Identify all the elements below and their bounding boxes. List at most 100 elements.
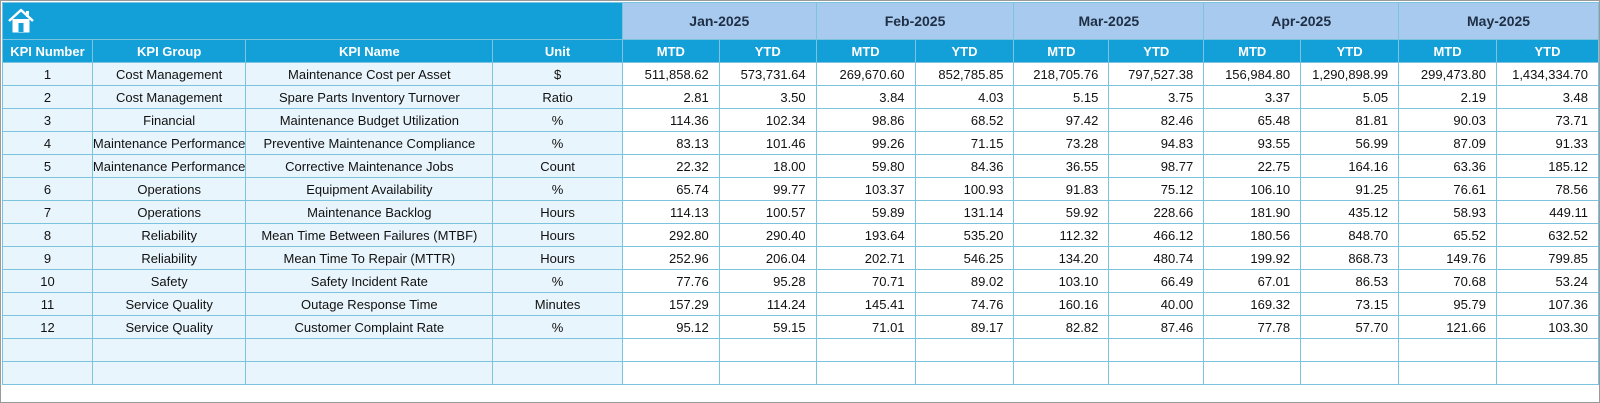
- value-cell: 3.84: [815, 85, 916, 109]
- value-cell: 185.12: [1495, 154, 1600, 178]
- value-cell: 202.71: [815, 246, 916, 270]
- label-cell-text: %: [551, 319, 564, 335]
- table-row: 8 Reliability Mean Time Between Failures (…: [2, 223, 1600, 247]
- value-cell: 82.82: [1013, 315, 1110, 339]
- value-cell-text: 75.12: [1160, 181, 1194, 197]
- period-header: YTD: [1108, 39, 1205, 63]
- label-cell-text: 11: [40, 296, 55, 312]
- label-cell-text: Mean Time Between Failures (MTBF): [261, 227, 478, 243]
- label-cell: Maintenance Performance: [91, 154, 247, 178]
- value-cell-text: 76.61: [1453, 181, 1486, 197]
- value-cell: 75.12: [1108, 177, 1205, 201]
- value-cell-text: 185.12: [1548, 158, 1588, 174]
- value-cell: 71.15: [914, 131, 1015, 155]
- label-cell: Customer Complaint Rate: [245, 315, 494, 339]
- value-cell: 65.74: [621, 177, 720, 201]
- column-header: KPI Group: [91, 39, 247, 63]
- column-header: KPI Number: [2, 39, 93, 63]
- label-cell: Equipment Availability: [245, 177, 494, 201]
- value-cell-text: 22.75: [1257, 158, 1291, 174]
- value-cell: 59.92: [1013, 200, 1110, 224]
- value-cell: 114.13: [621, 200, 720, 224]
- label-cell: Mean Time To Repair (MTTR): [245, 246, 494, 270]
- home-icon[interactable]: [6, 6, 36, 36]
- value-cell-text: 95.79: [1453, 296, 1486, 312]
- label-cell-text: 3: [43, 112, 52, 128]
- value-cell: 145.41: [815, 292, 916, 316]
- value-cell-text: 106.10: [1250, 181, 1291, 197]
- label-cell: %: [492, 269, 623, 293]
- period-header-text: MTD: [656, 43, 685, 59]
- value-cell: 73.71: [1495, 108, 1600, 132]
- month-header: May-2025: [1398, 2, 1599, 40]
- value-cell-text: 99.26: [872, 135, 905, 151]
- label-cell: Reliability: [91, 223, 247, 247]
- value-cell-text: 5.05: [1362, 89, 1389, 105]
- label-cell: Maintenance Backlog: [245, 200, 494, 224]
- value-cell-text: 852,785.85: [938, 66, 1004, 82]
- empty-cell: [1398, 338, 1497, 362]
- value-cell: 100.93: [914, 177, 1015, 201]
- label-cell-text: 7: [43, 204, 52, 220]
- value-cell-text: 97.42: [1065, 112, 1099, 128]
- value-cell: 292.80: [621, 223, 720, 247]
- value-cell: 299,473.80: [1398, 62, 1497, 86]
- value-cell-text: 36.55: [1065, 158, 1099, 174]
- value-cell: 63.36: [1398, 154, 1497, 178]
- empty-cell: [914, 338, 1015, 362]
- value-cell: 18.00: [718, 154, 817, 178]
- month-header-text: Feb-2025: [884, 13, 946, 29]
- label-cell-text: Operations: [137, 204, 201, 220]
- value-cell-text: 3.37: [1264, 89, 1291, 105]
- value-cell: 91.25: [1300, 177, 1400, 201]
- value-cell: 193.64: [815, 223, 916, 247]
- label-cell: 2: [2, 85, 93, 109]
- value-cell: 78.56: [1495, 177, 1600, 201]
- value-cell: 149.76: [1398, 246, 1497, 270]
- empty-cell: [718, 338, 817, 362]
- value-cell-text: 511,858.62: [644, 66, 709, 82]
- value-cell: 156,984.80: [1203, 62, 1302, 86]
- label-cell-text: Safety Incident Rate: [310, 273, 428, 289]
- value-cell-text: 65.48: [1257, 112, 1291, 128]
- value-cell: 22.75: [1203, 154, 1302, 178]
- column-header: Unit: [492, 39, 623, 63]
- value-cell: 107.36: [1495, 292, 1600, 316]
- label-cell-text: Reliability: [141, 250, 197, 266]
- label-cell: 1: [2, 62, 93, 86]
- label-cell: Minutes: [492, 292, 623, 316]
- value-cell-text: 3.48: [1562, 89, 1588, 105]
- value-cell: 73.28: [1013, 131, 1110, 155]
- label-cell-text: Ratio: [542, 89, 573, 105]
- value-cell-text: 73.71: [1555, 112, 1588, 128]
- label-cell-text: $: [553, 66, 562, 82]
- value-cell-text: 40.00: [1160, 296, 1194, 312]
- label-cell: 12: [2, 315, 93, 339]
- label-cell: Mean Time Between Failures (MTBF): [245, 223, 494, 247]
- label-cell: Service Quality: [91, 315, 247, 339]
- label-cell-text: Operations: [137, 181, 201, 197]
- value-cell-text: 466.12: [1153, 227, 1194, 243]
- value-cell: 95.79: [1398, 292, 1497, 316]
- value-cell: 89.02: [914, 269, 1015, 293]
- empty-cell: [718, 361, 817, 385]
- value-cell: 169.32: [1203, 292, 1302, 316]
- label-cell: 9: [2, 246, 93, 270]
- value-cell-text: 480.74: [1153, 250, 1194, 266]
- label-cell-text: 6: [43, 181, 52, 197]
- period-header-text: MTD: [1238, 43, 1267, 59]
- value-cell: 1,290,898.99: [1300, 62, 1400, 86]
- value-cell: 114.24: [718, 292, 817, 316]
- value-cell-text: 91.33: [1555, 135, 1588, 151]
- label-cell-text: Service Quality: [125, 319, 213, 335]
- value-cell: 5.15: [1013, 85, 1110, 109]
- empty-cell: [1300, 338, 1400, 362]
- value-cell-text: 91.25: [1355, 181, 1389, 197]
- value-cell: 95.12: [621, 315, 720, 339]
- empty-cell: [1203, 361, 1302, 385]
- period-header-text: YTD: [1143, 43, 1170, 59]
- value-cell-text: 98.77: [1160, 158, 1194, 174]
- empty-cell: [914, 361, 1015, 385]
- value-cell-text: 103.37: [864, 181, 905, 197]
- label-cell-text: Mean Time To Repair (MTTR): [283, 250, 456, 266]
